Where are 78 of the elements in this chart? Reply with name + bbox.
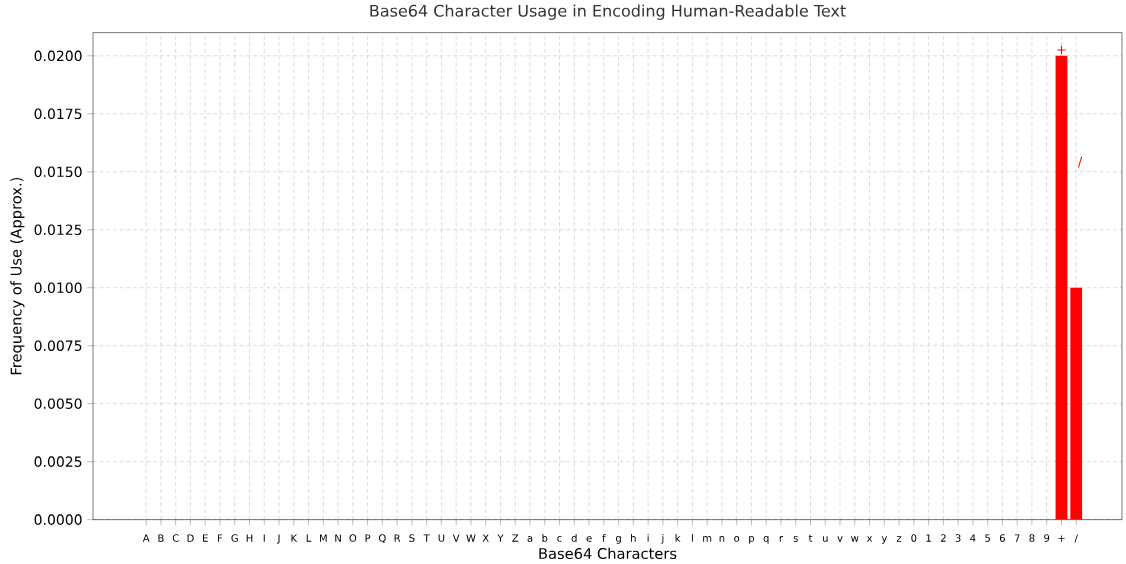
x-tick-label: A: [142, 534, 150, 542]
x-tick-label: w: [851, 536, 859, 542]
x-tick-label: k: [675, 534, 681, 542]
y-tick-label: 0.0100: [34, 282, 82, 294]
y-tick-label: 0.0200: [34, 50, 82, 62]
x-tick-label: S: [409, 534, 415, 543]
y-tick-label: 0.0125: [34, 224, 82, 236]
x-tick-label: P: [365, 534, 371, 542]
y-tick-label: 0.0000: [34, 514, 82, 526]
x-tick-label: R: [394, 534, 401, 542]
x-tick-label: U: [438, 534, 445, 543]
x-tick-label: c: [557, 536, 562, 543]
x-axis-title: Base64 Characters: [539, 547, 677, 560]
x-tick-label: /: [1074, 534, 1078, 543]
x-tick-label: C: [172, 534, 179, 543]
x-tick-label: a: [527, 536, 533, 543]
x-tick-label: O: [349, 534, 357, 543]
x-tick-label: m: [703, 536, 712, 542]
x-tick-label: T: [423, 534, 430, 542]
x-tick-label: r: [779, 536, 784, 542]
x-tick-label: 2: [940, 534, 946, 542]
x-tick-label: K: [291, 534, 298, 542]
x-tick-label: g: [615, 536, 621, 545]
x-tick-label: e: [586, 536, 592, 543]
x-tick-label: X: [482, 534, 489, 542]
x-tick-label: B: [158, 534, 164, 542]
x-tick-label: 6: [999, 534, 1005, 543]
x-tick-label: 1: [926, 534, 931, 542]
x-tick-label: N: [335, 534, 341, 542]
x-tick-label: l: [691, 534, 693, 542]
x-tick-label: v: [837, 536, 843, 542]
x-tick-label: z: [896, 536, 902, 542]
y-tick-label: 0.0025: [34, 456, 82, 468]
x-tick-label: q: [763, 536, 769, 545]
x-tick-label: H: [246, 534, 253, 542]
x-tick-label: Z: [512, 534, 519, 542]
x-tick-label: G: [231, 534, 238, 543]
x-tick-label: b: [542, 534, 548, 543]
x-tick-label: i: [647, 534, 649, 542]
x-tick-label: 4: [970, 534, 976, 542]
x-tick-label: d: [571, 534, 577, 543]
chart-title: Base64 Character Usage in Encoding Human-Readable Text: [370, 4, 846, 21]
x-tick-label: L: [306, 534, 312, 542]
x-tick-label: 8: [1029, 534, 1035, 543]
x-tick-label: M: [319, 534, 327, 542]
x-tick-label: x: [866, 536, 873, 542]
x-tick-label: I: [263, 534, 265, 542]
x-tick-label: u: [822, 536, 828, 543]
x-tick-label: p: [749, 536, 755, 545]
x-tick-label: F: [218, 534, 223, 542]
x-tick-label: V: [452, 534, 460, 542]
x-tick-label: h: [631, 534, 636, 542]
x-tick-label: J: [277, 534, 280, 544]
x-tick-label: 9: [1044, 534, 1050, 543]
annotation: /: [1077, 156, 1083, 168]
y-axis-title: Frequency of Use (Approx.): [10, 178, 25, 375]
x-tick-label: D: [187, 534, 194, 542]
x-tick-label: j: [661, 534, 664, 545]
y-tick-label: 0.0075: [34, 340, 82, 352]
x-tick-label: 0: [911, 534, 917, 543]
x-tick-label: 5: [985, 534, 990, 543]
x-tick-label: 7: [1014, 534, 1020, 542]
x-tick-label: t: [808, 534, 813, 542]
x-tick-label: 3: [955, 534, 961, 543]
x-tick-label: o: [734, 536, 740, 543]
x-tick-label: f: [602, 534, 606, 542]
annotation: +: [1057, 46, 1066, 55]
x-tick-label: W: [466, 534, 476, 542]
x-tick-label: s: [793, 536, 798, 543]
y-tick-label: 0.0175: [34, 108, 82, 120]
x-tick-label: Q: [379, 534, 386, 544]
x-tick-label: y: [881, 536, 887, 545]
x-tick-label: +: [1058, 535, 1065, 542]
x-tick-label: E: [203, 534, 208, 542]
x-tick-label: n: [719, 536, 725, 542]
y-tick-label: 0.0150: [34, 166, 82, 178]
y-tick-label: 0.0050: [34, 398, 82, 410]
x-tick-label: Y: [497, 534, 504, 542]
